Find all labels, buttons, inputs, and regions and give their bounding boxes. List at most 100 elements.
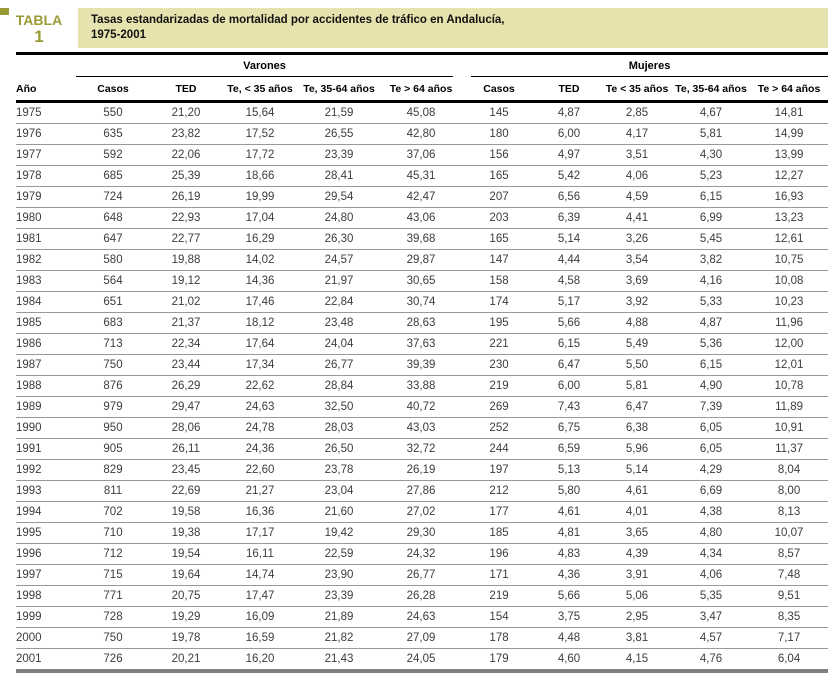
value-cell: 21,20 [150,101,222,124]
value-cell: 23,04 [298,480,380,502]
value-cell: 8,04 [750,459,828,481]
column-header-varones-te-lt35: Te, < 35 años [222,77,298,103]
value-cell: 23,44 [150,354,222,376]
value-cell: 19,29 [150,606,222,628]
title-bar: Tasas estandarizadas de mortalidad por a… [78,8,828,48]
table-row: 1978 685 25,39 18,66 28,41 45,31 165 5,42 4,06 5,… [16,165,828,187]
table-row: 1981 647 22,77 16,29 26,30 39,68 165 5,14 3,26 5,… [16,228,828,250]
column-header-varones-te-gt64: Te > 64 años [380,77,463,103]
year-cell: 1977 [16,144,76,166]
value-cell: 6,00 [536,123,603,145]
value-cell: 580 [76,249,150,271]
column-header-mujeres-casos: Casos [462,77,537,103]
value-cell: 19,12 [150,270,222,292]
value-cell: 5,17 [536,291,603,313]
value-cell: 20,75 [150,585,222,607]
value-cell: 21,37 [150,312,222,334]
value-cell: 771 [76,585,150,607]
value-cell: 4,01 [602,501,673,523]
value-cell: 33,88 [380,375,463,397]
value-cell: 6,39 [536,207,603,229]
value-cell: 3,65 [602,522,673,544]
value-cell: 4,06 [602,165,673,187]
value-cell: 715 [76,564,150,586]
value-cell: 27,09 [380,627,463,649]
value-cell: 178 [462,627,537,649]
value-cell: 212 [462,480,537,502]
table-row: 1980 648 22,93 17,04 24,80 43,06 203 6,39 4,41 6,… [16,207,828,229]
year-cell: 1993 [16,480,76,502]
value-cell: 19,88 [150,249,222,271]
table-label-box: TABLA 1 [0,8,78,48]
value-cell: 23,45 [150,459,222,481]
value-cell: 23,90 [298,564,380,586]
value-cell: 180 [462,123,537,145]
value-cell: 3,91 [602,564,673,586]
value-cell: 4,58 [536,270,603,292]
value-cell: 18,12 [222,312,298,334]
year-cell: 1983 [16,270,76,292]
value-cell: 244 [462,438,537,460]
table-title-line1: Tasas estandarizadas de mortalidad por a… [91,14,505,26]
value-cell: 4,59 [602,186,673,208]
value-cell: 23,48 [298,312,380,334]
value-cell: 22,06 [150,144,222,166]
value-cell: 45,08 [380,101,463,124]
value-cell: 750 [76,627,150,649]
value-cell: 158 [462,270,537,292]
value-cell: 5,50 [602,354,673,376]
value-cell: 24,32 [380,543,463,565]
table-row: 1986 713 22,34 17,64 24,04 37,63 221 6,15 5,49 5,… [16,333,828,355]
year-cell: 1982 [16,249,76,271]
year-cell: 1984 [16,291,76,313]
value-cell: 17,46 [222,291,298,313]
value-cell: 28,63 [380,312,463,334]
table-row: 1983 564 19,12 14,36 21,97 30,65 158 4,58 3,69 4,… [16,270,828,292]
value-cell: 14,81 [750,101,828,124]
value-cell: 22,34 [150,333,222,355]
value-cell: 6,15 [672,354,751,376]
value-cell: 24,78 [222,417,298,439]
year-cell: 1975 [16,101,76,124]
value-cell: 21,43 [298,648,380,673]
value-cell: 7,48 [750,564,828,586]
value-cell: 22,62 [222,375,298,397]
value-cell: 710 [76,522,150,544]
table-row: 1999 728 19,29 16,09 21,89 24,63 154 3,75 2,95 3,… [16,606,828,628]
value-cell: 23,78 [298,459,380,481]
value-cell: 29,47 [150,396,222,418]
value-cell: 5,36 [672,333,751,355]
value-cell: 4,87 [536,101,603,124]
table-row: 1995 710 19,38 17,17 19,42 29,30 185 4,81 3,65 4,… [16,522,828,544]
year-cell: 1995 [16,522,76,544]
value-cell: 26,28 [380,585,463,607]
value-cell: 3,54 [602,249,673,271]
value-cell: 26,19 [380,459,463,481]
year-cell: 1997 [16,564,76,586]
value-cell: 10,78 [750,375,828,397]
table-row: 1988 876 26,29 22,62 28,84 33,88 219 6,00 5,81 4,… [16,375,828,397]
table-row: 1993 811 22,69 21,27 23,04 27,86 212 5,80 4,61 6,… [16,480,828,502]
value-cell: 6,15 [536,333,603,355]
value-cell: 2,85 [602,101,673,124]
column-header-varones-ted: TED [150,77,222,103]
value-cell: 4,81 [536,522,603,544]
value-cell: 5,45 [672,228,751,250]
value-cell: 28,03 [298,417,380,439]
value-cell: 185 [462,522,537,544]
value-cell: 3,92 [602,291,673,313]
value-cell: 32,50 [298,396,380,418]
value-cell: 17,72 [222,144,298,166]
value-cell: 22,77 [150,228,222,250]
year-cell: 1990 [16,417,76,439]
value-cell: 16,11 [222,543,298,565]
value-cell: 4,36 [536,564,603,586]
value-cell: 28,06 [150,417,222,439]
value-cell: 252 [462,417,537,439]
value-cell: 4,61 [536,501,603,523]
value-cell: 651 [76,291,150,313]
value-cell: 5,49 [602,333,673,355]
value-cell: 37,06 [380,144,463,166]
value-cell: 43,06 [380,207,463,229]
value-cell: 7,39 [672,396,751,418]
